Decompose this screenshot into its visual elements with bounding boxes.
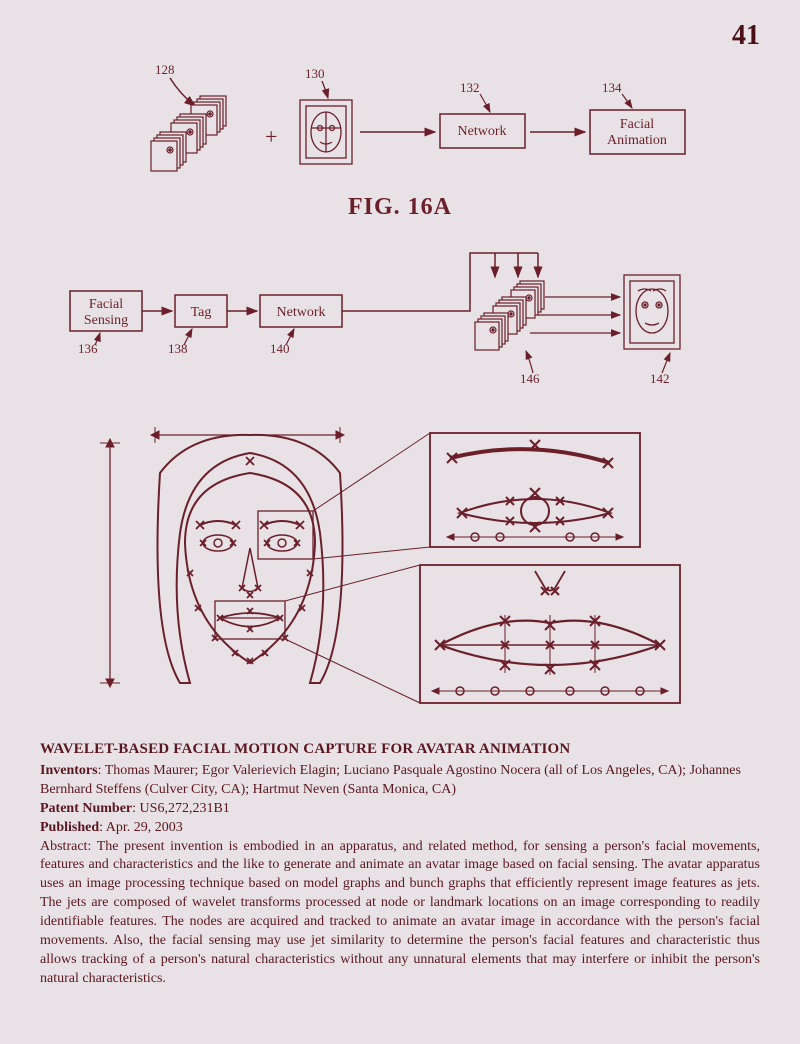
face-landmark-diagram — [40, 413, 760, 723]
published-label: Published — [40, 820, 99, 835]
fig16a-bottom-diagram: Facial Sensing 136 Tag 138 Network 140 1… — [40, 233, 760, 413]
published-value: Apr. 29, 2003 — [106, 820, 183, 835]
facial-sensing-l1: Facial — [89, 297, 123, 312]
network-label-2: Network — [277, 305, 326, 320]
ref-134: 134 — [602, 80, 622, 95]
facial-animation-label-1: Facial — [620, 117, 654, 132]
card-stacks-146 — [475, 281, 544, 350]
page-number: 41 — [40, 20, 760, 52]
facial-animation-label-2: Animation — [607, 133, 667, 148]
ref-130: 130 — [305, 66, 325, 81]
network-label: Network — [458, 124, 507, 139]
abstract-text: The present invention is embodied in an … — [40, 839, 760, 986]
card-stacks-128 — [151, 96, 226, 171]
inventors-label: Inventors — [40, 763, 98, 778]
figure-label: FIG. 16A — [40, 194, 760, 221]
face-box-130 — [300, 100, 352, 164]
patent-title: WAVELET-BASED FACIAL MOTION CAPTURE FOR … — [40, 741, 760, 758]
ref-146: 146 — [520, 371, 540, 386]
facial-sensing-l2: Sensing — [84, 313, 128, 328]
patent-number-label: Patent Number — [40, 801, 132, 816]
inventors-value: Thomas Maurer; Egor Valerievich Elagin; … — [40, 763, 741, 797]
plus-sign: + — [265, 124, 277, 149]
ref-128: 128 — [155, 62, 175, 77]
ref-132: 132 — [460, 80, 480, 95]
fig16a-top-diagram: 128 + 130 132 Network — [40, 56, 760, 186]
abstract-label: Abstract — [40, 839, 87, 854]
face-box-142 — [624, 275, 680, 349]
ref-136: 136 — [78, 341, 98, 356]
patent-number-value: US6,272,231B1 — [140, 801, 230, 816]
tag-label: Tag — [191, 305, 212, 320]
ref-142: 142 — [650, 371, 670, 386]
